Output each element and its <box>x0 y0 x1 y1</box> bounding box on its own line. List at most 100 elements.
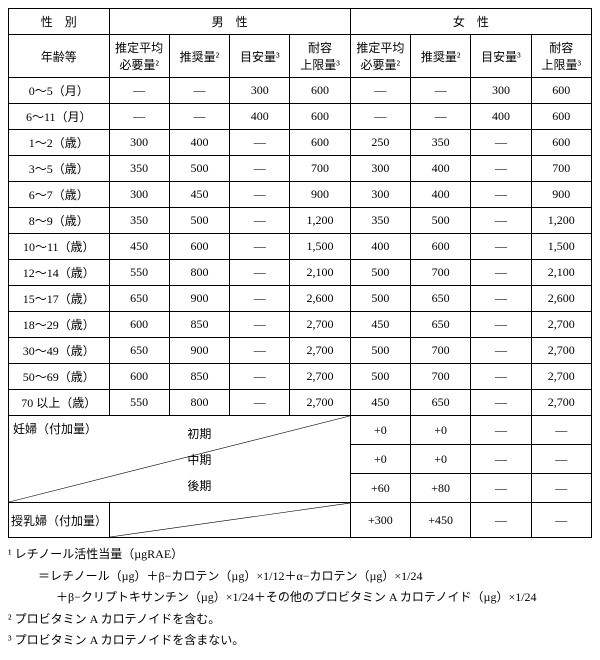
hdr-f3: 耐容上限量³ <box>531 35 591 78</box>
pregnancy-diagonal-cell: 妊婦（付加量）初期中期後期 <box>9 416 351 503</box>
hdr-f1: 推奨量² <box>411 35 471 78</box>
age-cell: 6～11（月） <box>9 104 110 130</box>
hdr-m1: 推奨量² <box>169 35 229 78</box>
hdr-gender: 性 別 <box>9 9 110 35</box>
hdr-female: 女 性 <box>350 9 591 35</box>
male-cell: 900 <box>169 338 229 364</box>
male-cell: ― <box>169 78 229 104</box>
female-cell: 600 <box>411 234 471 260</box>
table-row: 8～9（歳）350500―1,200350500―1,200 <box>9 208 592 234</box>
male-cell: 850 <box>169 364 229 390</box>
note-2: ² プロビタミン A カロテノイドを含む。 <box>8 609 592 631</box>
male-cell: 1,200 <box>290 208 350 234</box>
female-cell: 700 <box>411 364 471 390</box>
female-cell: ― <box>471 445 531 474</box>
male-cell: 900 <box>169 286 229 312</box>
male-cell: ― <box>230 182 290 208</box>
female-cell: 500 <box>350 286 410 312</box>
male-cell: ― <box>230 130 290 156</box>
table-row: 0～5（月）――300600――300600 <box>9 78 592 104</box>
male-cell: ― <box>230 260 290 286</box>
female-cell: 250 <box>350 130 410 156</box>
female-cell: 400 <box>411 182 471 208</box>
male-cell: 800 <box>169 390 229 416</box>
male-cell: 300 <box>230 78 290 104</box>
female-cell: 2,600 <box>531 286 591 312</box>
male-cell: 2,700 <box>290 338 350 364</box>
female-cell: ― <box>350 104 410 130</box>
age-cell: 10～11（歳） <box>9 234 110 260</box>
table-row: 3～5（歳）350500―700300400―700 <box>9 156 592 182</box>
table-row: 70 以上（歳）550800―2,700450650―2,700 <box>9 390 592 416</box>
female-cell: ― <box>471 312 531 338</box>
female-cell: 600 <box>531 104 591 130</box>
female-cell: ― <box>471 208 531 234</box>
hdr-m0: 推定平均必要量² <box>109 35 169 78</box>
age-cell: 18～29（歳） <box>9 312 110 338</box>
hdr-f2: 目安量³ <box>471 35 531 78</box>
age-cell: 50～69（歳） <box>9 364 110 390</box>
female-cell: ― <box>471 390 531 416</box>
female-cell: 2,700 <box>531 390 591 416</box>
female-cell: 650 <box>411 390 471 416</box>
female-cell: 2,700 <box>531 312 591 338</box>
female-cell: +0 <box>350 445 410 474</box>
female-cell: ― <box>531 474 591 503</box>
age-cell: 6～7（歳） <box>9 182 110 208</box>
female-cell: 650 <box>411 312 471 338</box>
female-cell: ― <box>471 364 531 390</box>
table-row: 12～14（歳）550800―2,100500700―2,100 <box>9 260 592 286</box>
female-cell: 500 <box>350 338 410 364</box>
female-cell: +450 <box>411 503 471 538</box>
male-cell: 2,700 <box>290 390 350 416</box>
male-cell: 2,700 <box>290 312 350 338</box>
female-cell: 400 <box>350 234 410 260</box>
male-cell: 500 <box>169 208 229 234</box>
female-cell: ― <box>471 286 531 312</box>
male-cell: 900 <box>290 182 350 208</box>
footnotes: ¹ レチノール活性当量（µgRAE） ＝レチノール（µg）＋β−カロテン（µg）… <box>8 544 592 652</box>
female-cell: 900 <box>531 182 591 208</box>
female-cell: 700 <box>411 260 471 286</box>
note-3: ³ プロビタミン A カロテノイドを含まない。 <box>8 630 592 652</box>
female-cell: ― <box>350 78 410 104</box>
age-cell: 8～9（歳） <box>9 208 110 234</box>
male-cell: 600 <box>169 234 229 260</box>
age-cell: 15～17（歳） <box>9 286 110 312</box>
male-cell: 600 <box>109 312 169 338</box>
female-cell: 500 <box>350 260 410 286</box>
female-cell: ― <box>531 445 591 474</box>
male-cell: 550 <box>109 390 169 416</box>
age-cell: 0～5（月） <box>9 78 110 104</box>
female-cell: ― <box>411 104 471 130</box>
hdr-male: 男 性 <box>109 9 350 35</box>
table-row: 10～11（歳）450600―1,500400600―1,500 <box>9 234 592 260</box>
male-cell: ― <box>109 104 169 130</box>
female-cell: 700 <box>531 156 591 182</box>
female-cell: ― <box>471 474 531 503</box>
intake-table: 性 別 男 性 女 性 年齢等 推定平均必要量² 推奨量² 目安量³ 耐容上限量… <box>8 8 592 538</box>
female-cell: ― <box>531 416 591 445</box>
male-cell: ― <box>230 156 290 182</box>
female-cell: ― <box>471 416 531 445</box>
male-cell: 450 <box>169 182 229 208</box>
note-1c: ＋β−クリプトキサンチン（µg）×1/24＋その他のプロビタミン A カロテノイ… <box>8 587 592 609</box>
male-cell: 800 <box>169 260 229 286</box>
female-cell: ― <box>471 130 531 156</box>
table-row: 6～7（歳）300450―900300400―900 <box>9 182 592 208</box>
age-cell: 12～14（歳） <box>9 260 110 286</box>
male-cell: 600 <box>109 364 169 390</box>
note-1: ¹ レチノール活性当量（µgRAE） <box>8 544 592 566</box>
female-cell: 400 <box>471 104 531 130</box>
male-cell: 350 <box>109 156 169 182</box>
table-row: 18～29（歳）600850―2,700450650―2,700 <box>9 312 592 338</box>
male-cell: ― <box>109 78 169 104</box>
male-cell: ― <box>230 208 290 234</box>
male-cell: 650 <box>109 286 169 312</box>
male-cell: 550 <box>109 260 169 286</box>
table-row: 1～2（歳）300400―600250350―600 <box>9 130 592 156</box>
female-cell: +60 <box>350 474 410 503</box>
female-cell: 350 <box>411 130 471 156</box>
female-cell: 300 <box>471 78 531 104</box>
male-cell: 500 <box>169 156 229 182</box>
